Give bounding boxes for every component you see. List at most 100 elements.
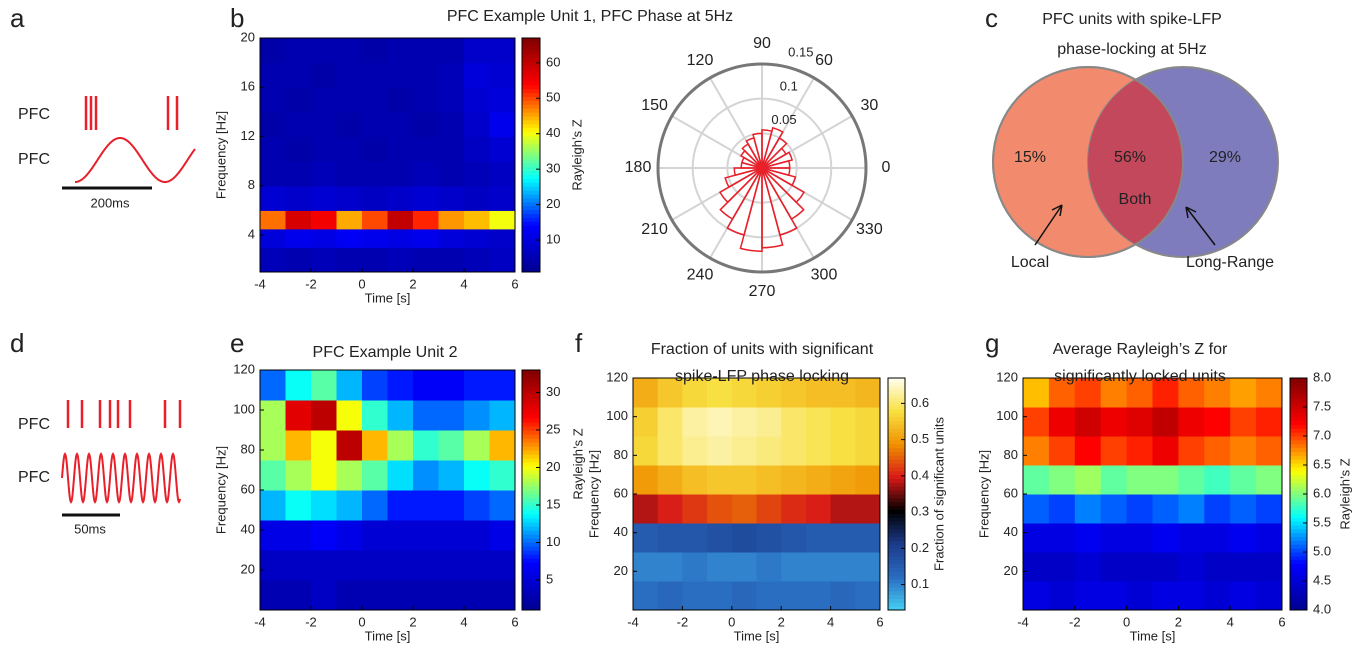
heatmap-cell	[1204, 523, 1231, 553]
heatmap-cell	[1048, 436, 1076, 466]
colorbar-strip	[1290, 397, 1307, 402]
heatmap-cell	[260, 161, 286, 187]
heatmap-cell	[311, 136, 337, 162]
colorbar-tick-label: 50	[546, 90, 560, 105]
colorbar-strip	[1290, 474, 1307, 480]
colorbar-strip	[1290, 447, 1307, 452]
heatmap-cell	[336, 38, 363, 64]
heatmap-cell	[1023, 552, 1050, 582]
heatmap-cell	[633, 465, 659, 495]
angle-label: 120	[687, 52, 714, 69]
colorbar-strip	[888, 524, 905, 530]
heatmap-cell	[1023, 407, 1050, 437]
colorbar-strip	[522, 268, 540, 273]
colorbar-strip	[522, 178, 540, 183]
heatmap-cell	[260, 370, 286, 401]
colorbar-strip	[522, 446, 540, 451]
heatmap-cell	[311, 520, 337, 551]
rose-wedge	[739, 149, 763, 169]
heatmap-cell	[489, 87, 516, 113]
heatmap-cell	[285, 87, 312, 113]
colorbar-strip	[522, 454, 540, 459]
colorbar-strip	[522, 562, 540, 567]
chart-title: Fraction of units with significant	[651, 341, 874, 358]
colorbar-strip	[522, 100, 540, 105]
heatmap-cell	[707, 581, 733, 611]
heatmap-cell	[1048, 494, 1076, 524]
colorbar-strip	[522, 418, 540, 423]
colorbar-strip	[522, 174, 540, 179]
heatmap-cell	[781, 465, 807, 495]
colorbar-strip	[522, 574, 540, 579]
colorbar-strip	[1290, 463, 1307, 468]
heatmap-cell	[387, 38, 414, 64]
heatmap-cell	[830, 581, 856, 611]
heatmap-cell	[311, 185, 337, 211]
colorbar-strip	[888, 555, 905, 561]
colorbar-strip	[888, 401, 905, 406]
heatmap-cell	[682, 378, 708, 408]
heatmap-cell	[682, 465, 708, 495]
x-tick-label: -2	[677, 614, 689, 629]
heatmap-cell	[1100, 523, 1128, 553]
heatmap-cell	[633, 552, 659, 582]
y-axis-label: Frequency [Hz]	[976, 450, 991, 538]
heatmap-cell	[1048, 581, 1076, 611]
colorbar-strip	[522, 378, 540, 383]
rose-wedge	[761, 167, 784, 249]
colorbar-strip	[1290, 579, 1307, 584]
heatmap-cell	[855, 465, 881, 495]
heatmap-cell	[489, 460, 516, 491]
heatmap-cell	[387, 161, 414, 187]
y-tick-label: 80	[1004, 447, 1018, 462]
heatmap-cell	[1256, 581, 1283, 611]
heatmap-cell	[336, 210, 363, 230]
y-axis-label: Frequency [Hz]	[213, 446, 228, 534]
heatmap-cell	[1126, 378, 1153, 408]
colorbar-strip	[888, 470, 905, 476]
colorbar-strip	[1290, 571, 1307, 576]
heatmap-cell	[260, 580, 286, 611]
colorbar-strip	[888, 439, 905, 445]
colorbar-strip	[522, 166, 540, 172]
rose-wedge	[752, 132, 763, 169]
heatmap-cell	[260, 550, 286, 581]
y-tick-label: 120	[996, 369, 1018, 384]
colorbar-strip	[522, 244, 540, 250]
heatmap-cell	[336, 430, 363, 461]
heatmap-cell	[781, 581, 807, 611]
colorbar-strip	[522, 498, 540, 503]
colorbar-strip	[522, 598, 540, 603]
arrow	[1185, 206, 1216, 246]
heatmap-cell	[682, 436, 708, 466]
colorbar-strip	[888, 420, 905, 425]
heatmap-cell	[657, 523, 683, 553]
colorbar-strip	[522, 229, 540, 234]
heatmap-cell	[413, 111, 439, 138]
colorbar-strip	[522, 77, 540, 82]
y-tick-label: 80	[614, 447, 628, 462]
angle-label: 240	[687, 267, 714, 284]
heatmap-cell	[311, 247, 337, 273]
heatmap-cell	[387, 247, 414, 273]
colorbar-strip	[522, 570, 540, 575]
x-tick-label: 2	[1175, 614, 1182, 629]
heatmap-cell	[260, 490, 286, 521]
colorbar-strip	[1290, 459, 1307, 464]
colorbar-strip	[522, 386, 540, 391]
heatmap-cell	[336, 161, 363, 187]
colorbar-strip	[522, 518, 540, 523]
heatmap-cell	[1230, 581, 1257, 611]
colorbar-strip	[522, 57, 540, 62]
panel-letter: e	[230, 328, 244, 358]
colorbar-strip	[522, 143, 540, 148]
heatmap-cell	[362, 430, 388, 461]
colorbar-strip	[1290, 598, 1307, 603]
y-tick-label: 40	[241, 521, 255, 536]
colorbar-strip	[1290, 385, 1307, 391]
colorbar-strip	[522, 205, 540, 211]
heatmap-cell	[285, 490, 312, 521]
heatmap-cell	[1023, 378, 1050, 408]
chart-title: PFC Example Unit 2	[313, 344, 458, 361]
colorbar-strip	[522, 602, 540, 607]
